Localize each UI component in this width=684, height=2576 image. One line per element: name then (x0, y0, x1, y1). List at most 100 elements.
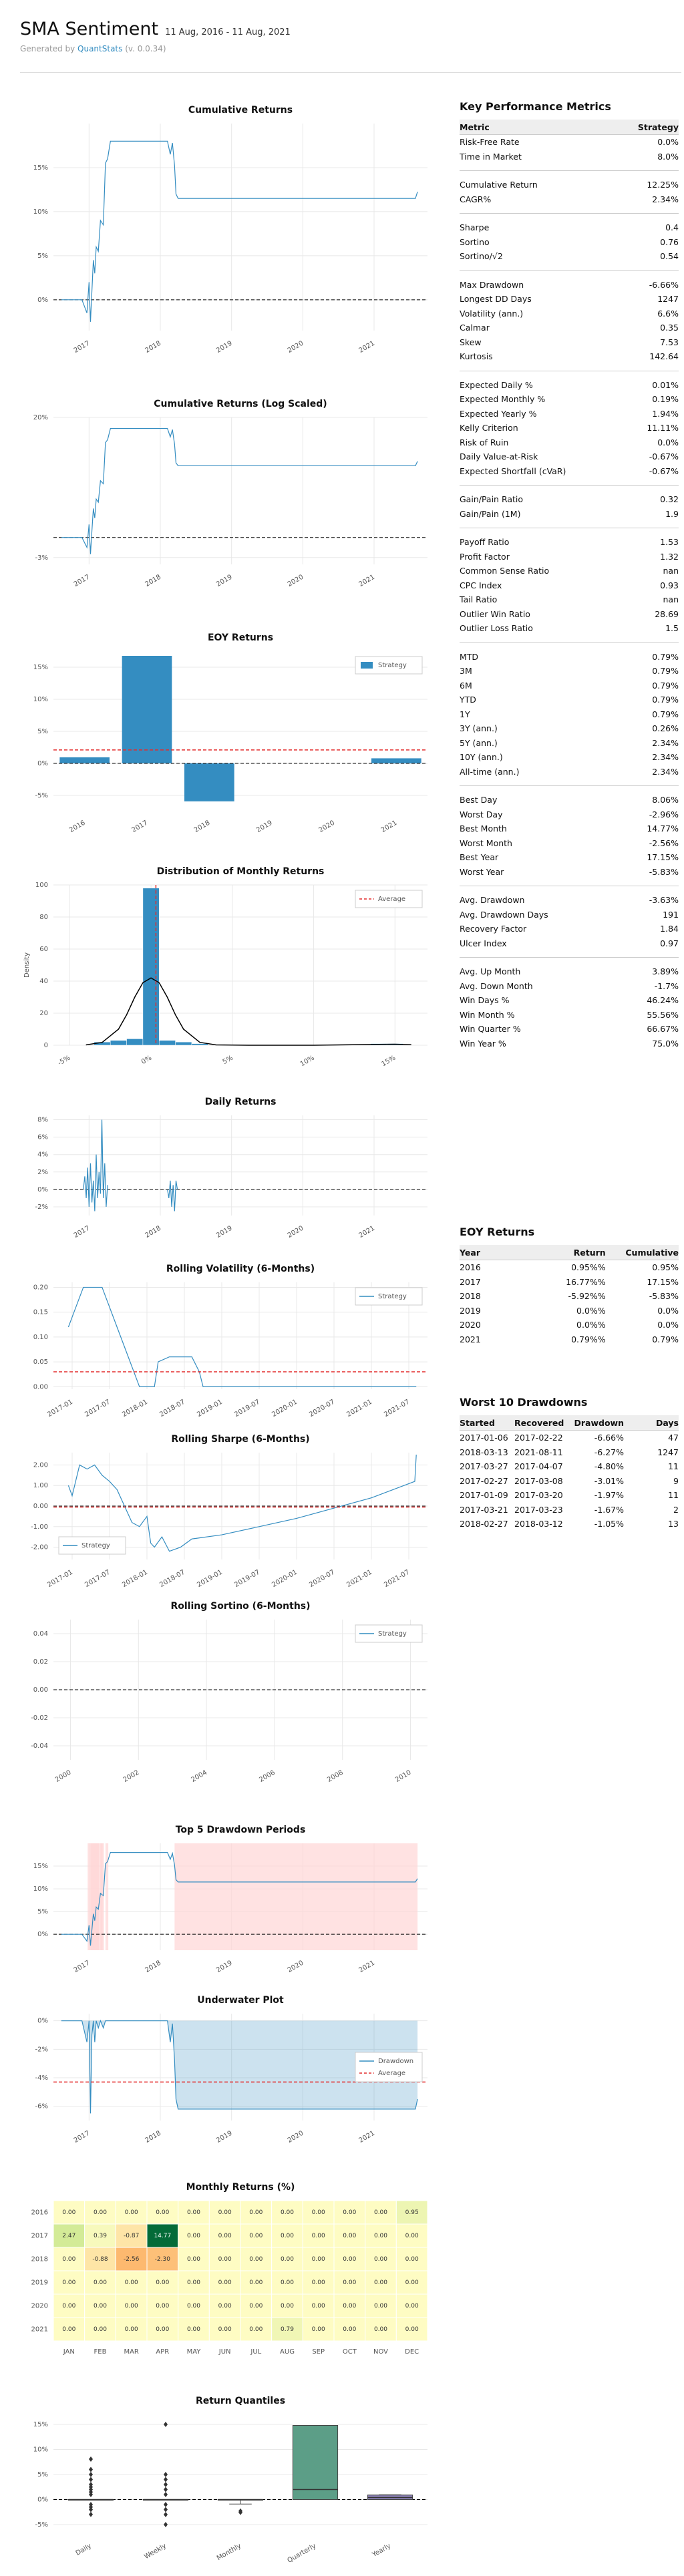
cell-label: 0.00 (218, 2209, 232, 2216)
outlier (164, 2492, 168, 2497)
rule (460, 642, 679, 643)
table-row: Best Day 8.06% (460, 793, 679, 807)
legend-box (355, 2052, 423, 2082)
table-row: Best Month 14.77% (460, 821, 679, 836)
table-row: Common Sense Ratio nan (460, 564, 679, 578)
y-tick-label: 60 (39, 946, 48, 953)
heatmap-cell (333, 2200, 366, 2225)
x-tick-label: 2017-01 (46, 1399, 74, 1419)
column-label: NOV (373, 2348, 388, 2356)
chart-title: Top 5 Drawdown Periods (176, 1825, 306, 1835)
outlier (164, 2512, 168, 2517)
metric-value: 0.93 (660, 580, 679, 590)
table-cell: 17.15% (647, 1276, 679, 1287)
y-tick-label: 15% (33, 664, 48, 671)
table-cell: 0.79% (652, 1334, 679, 1344)
metric-value: 1.94% (652, 408, 679, 419)
legend-label: Average (378, 896, 405, 903)
column-label: APR (156, 2348, 169, 2356)
heatmap-cell (208, 2223, 241, 2248)
table-cell: -1.97% (594, 1490, 624, 1501)
legend-label: Strategy (81, 1542, 110, 1549)
x-tick-label: 2017 (73, 340, 92, 355)
heatmap-cell (84, 2270, 116, 2295)
table-row: 2017-02-27 2017-03-08 -3.01% 9 (460, 1474, 679, 1489)
outlier (89, 2482, 93, 2487)
table-row: Expected Monthly % 0.19% (460, 392, 679, 407)
metric-name: Worst Day (460, 809, 503, 819)
metric-value: 0.76 (660, 236, 679, 247)
column-label: JUL (250, 2348, 261, 2356)
y-tick-label: 0% (37, 2018, 48, 2025)
table-cell: 2018-03-12 (514, 1519, 563, 1529)
table-row: Win Days % 46.24% (460, 993, 679, 1008)
histogram-bar (175, 1041, 192, 1046)
table-row: 2017-03-27 2017-04-07 -4.80% 11 (460, 1459, 679, 1474)
rule (460, 485, 679, 486)
bar (184, 763, 234, 801)
cell-label: 0.00 (312, 2326, 325, 2333)
metric-value: 6.6% (657, 308, 679, 319)
heatmap-cell (271, 2223, 303, 2248)
heatmap-cell (53, 2223, 86, 2248)
table-row: YTD 0.79% (460, 693, 679, 707)
y-tick-label: 0% (37, 760, 48, 767)
heatmap-cell (53, 2293, 86, 2318)
metric-value: 0.54 (660, 251, 679, 262)
x-tick-label: 2018-01 (121, 1399, 149, 1419)
x-tick-label: Daily (75, 2543, 93, 2557)
cell-label: 0.79 (281, 2326, 294, 2333)
table-cell: 2020 (460, 1320, 481, 1330)
y-tick-label: -1.00 (31, 1523, 48, 1531)
table-row: 3M 0.79% (460, 664, 679, 679)
rule (460, 270, 679, 271)
cell-label: 0.00 (249, 2303, 263, 2310)
x-tick-label: 2018-01 (121, 1569, 149, 1589)
heatmap-cell (365, 2317, 397, 2342)
quantstats-link[interactable]: QuantStats (77, 44, 123, 53)
heatmap-cell (53, 2270, 86, 2295)
heatmap-cell (115, 2247, 148, 2271)
y-tick-label: -2.00 (31, 1544, 48, 1551)
metric-name: Avg. Drawdown Days (460, 909, 548, 920)
table-cell: 2017-02-27 (460, 1475, 508, 1486)
heatmap-cell (395, 2200, 428, 2225)
heatmap-cell (208, 2247, 241, 2271)
heatmap-cell (333, 2247, 366, 2271)
cell-label: 0.00 (343, 2279, 356, 2286)
metric-name: Kurtosis (460, 351, 493, 362)
column-label: SEP (312, 2348, 325, 2356)
table-row: Avg. Drawdown Days 191 (460, 908, 679, 922)
y-tick-label: 0.15 (33, 1309, 48, 1316)
metric-value: 66.67% (647, 1024, 679, 1035)
table-cell: 2017-03-27 (460, 1461, 508, 1472)
cell-label: 0.00 (374, 2256, 387, 2263)
cell-label: 0.00 (312, 2303, 325, 2310)
metric-value: 1.5 (665, 623, 679, 634)
cell-label: 0.00 (374, 2233, 387, 2239)
cell-label: 0.00 (125, 2326, 138, 2333)
metric-name: Sortino/√2 (460, 251, 503, 262)
table-cell: 2018-03-13 (460, 1447, 508, 1457)
heatmap-cell (208, 2293, 241, 2318)
chart-title: Rolling Sharpe (6-Months) (171, 1434, 309, 1445)
table-title: Worst 10 Drawdowns (460, 1396, 588, 1409)
chart-container: Cumulative Returns 0% 5% 10% 15% 2017 2018 2019… (13, 100, 441, 367)
table-cell: -1.67% (594, 1504, 624, 1515)
metric-value: 1247 (657, 294, 679, 305)
x-tick-label: 2018 (144, 1225, 162, 1240)
metric-value: 0.0% (657, 437, 679, 447)
x-tick-label: 2020-07 (308, 1399, 336, 1419)
table-cell: 16.77%% (566, 1276, 606, 1287)
metric-name: Expected Monthly % (460, 394, 546, 405)
heatmap-cell (115, 2293, 148, 2318)
heatmap-cell (178, 2200, 210, 2225)
drawdowns-table: Worst 10 Drawdowns Started Recovered Drawdo… (460, 1396, 679, 1531)
y-tick-label: 40 (39, 978, 48, 985)
metric-value: 7.53 (660, 337, 679, 347)
table-row: Sortino 0.76 (460, 235, 679, 250)
table-cell: -3.01% (594, 1475, 624, 1486)
cell-label: 0.00 (249, 2233, 263, 2239)
table-cell: 0.0% (657, 1305, 679, 1316)
report-title: SMA Sentiment 11 Aug, 2016 - 11 Aug, 2021 (20, 19, 291, 39)
